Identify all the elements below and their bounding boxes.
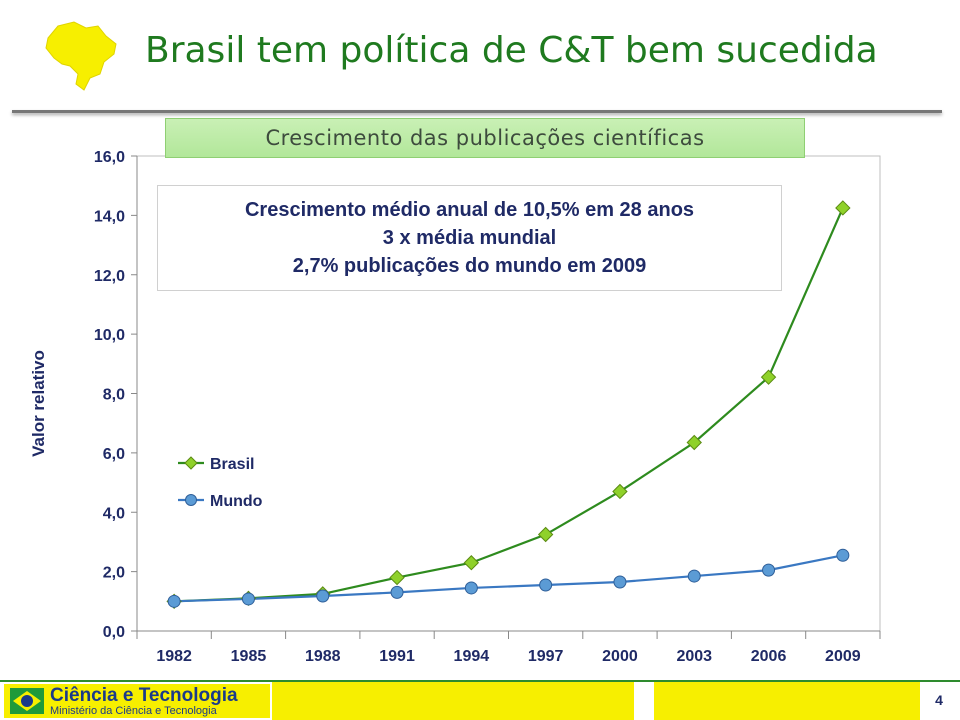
legend-label-mundo: Mundo <box>210 493 263 510</box>
page-number: 4 <box>935 692 943 708</box>
y-tick-label: 6,0 <box>103 446 125 463</box>
x-tick-label: 1988 <box>305 648 341 665</box>
data-point-mundo <box>241 592 255 606</box>
data-point-brasil <box>612 483 628 500</box>
annotation-box: Crescimento médio anual de 10,5% em 28 a… <box>157 185 782 291</box>
data-point-brasil <box>760 369 777 385</box>
y-tick-label: 14,0 <box>94 208 125 225</box>
brazil-map-icon <box>45 21 117 91</box>
x-tick-label: 2000 <box>602 648 638 665</box>
x-tick-label: 2006 <box>751 648 787 665</box>
x-tick-label: 2003 <box>676 648 712 665</box>
footer-yellow-band-right <box>654 682 920 720</box>
ministry-logo: Ciência e Tecnologia Ministério da Ciênc… <box>4 684 270 718</box>
title-divider <box>12 110 942 113</box>
data-point-brasil <box>537 526 554 543</box>
y-tick-label: 4,0 <box>103 505 125 522</box>
x-tick-label: 1997 <box>528 648 564 665</box>
annotation-line-1: Crescimento médio anual de 10,5% em 28 a… <box>244 199 695 221</box>
x-tick-label: 1982 <box>156 648 192 665</box>
y-tick-label: 8,0 <box>103 387 125 404</box>
data-point-mundo <box>464 581 478 595</box>
data-point-mundo <box>390 585 404 599</box>
legend-marker-mundo <box>185 494 197 506</box>
footer-yellow-band <box>272 682 634 720</box>
data-point-mundo <box>167 594 181 608</box>
x-tick-label: 2009 <box>825 648 861 665</box>
y-tick-label: 12,0 <box>94 268 125 285</box>
footer-divider <box>0 680 960 682</box>
data-point-brasil <box>835 200 851 216</box>
data-point-mundo <box>762 563 776 577</box>
annotation-line-3: 2,7% publicações do mundo em 2009 <box>292 255 647 277</box>
data-point-mundo <box>687 569 701 583</box>
legend-marker-brasil <box>184 456 198 470</box>
data-point-brasil <box>389 569 405 586</box>
y-tick-label: 2,0 <box>103 565 125 582</box>
data-point-mundo <box>613 575 627 589</box>
legend-label-brasil: Brasil <box>210 456 254 473</box>
page-title: Brasil tem política de C&T bem sucedida <box>145 30 878 71</box>
y-tick-label: 10,0 <box>94 327 125 344</box>
x-tick-label: 1985 <box>231 648 267 665</box>
data-point-mundo <box>539 578 553 592</box>
chart-subtitle: Crescimento das publicações científicas <box>265 126 705 150</box>
y-tick-label: 16,0 <box>94 149 125 166</box>
annotation-line-2: 3 x média mundial <box>382 227 557 249</box>
data-point-brasil <box>686 434 702 451</box>
data-point-mundo <box>836 548 850 562</box>
line-chart: 0,0 2,0 4,0 6,0 8,0 10,0 12,0 14,0 16,0 1982 1985 1… <box>29 149 881 665</box>
series-line-mundo <box>174 554 844 603</box>
x-tick-label: 1994 <box>454 648 490 665</box>
data-point-mundo <box>316 589 330 603</box>
x-tick-label: 1991 <box>379 648 415 665</box>
data-point-brasil <box>463 555 480 571</box>
chart-subtitle-box: Crescimento das publicações científicas <box>165 118 805 158</box>
logo-subtitle: Ministério da Ciência e Tecnologia <box>50 704 217 717</box>
brazil-flag-icon <box>10 688 44 714</box>
logo-title: Ciência e Tecnologia <box>50 684 238 706</box>
y-tick-label: 0,0 <box>103 624 125 641</box>
y-axis-label: Valor relativo <box>29 350 48 457</box>
series-line-brasil <box>174 207 844 603</box>
